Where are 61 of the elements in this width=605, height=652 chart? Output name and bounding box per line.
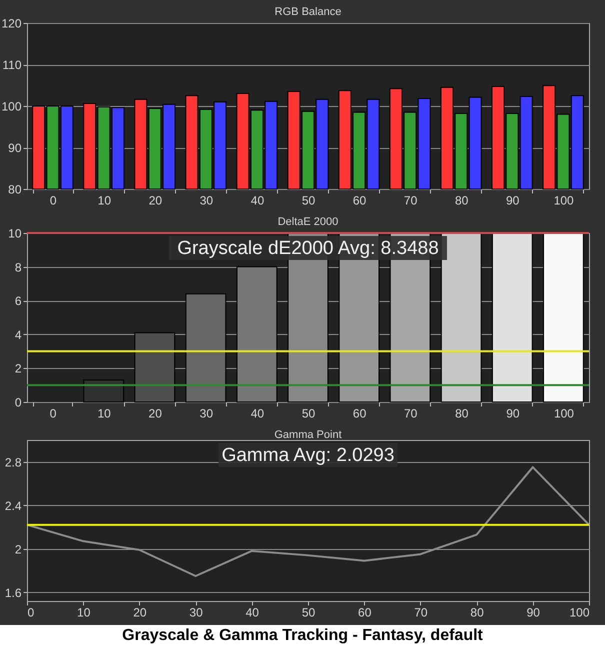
- x-tick-label: 100: [569, 606, 590, 620]
- x-tick-label: 60: [352, 194, 367, 208]
- y-tick-label: 90: [8, 141, 22, 155]
- x-tick-label: 90: [506, 406, 520, 420]
- text: Grayscale & Gamma Tracking - Fantasy, default: [122, 627, 484, 644]
- y-tick-label: 120: [1, 16, 22, 30]
- x-tick-label: 80: [454, 194, 469, 208]
- chart-title: Gamma Point: [274, 429, 342, 441]
- x-tick-label: 10: [77, 606, 91, 620]
- x-tick-label: 10: [98, 194, 112, 208]
- x-tick-label: 30: [200, 194, 214, 208]
- bar: [440, 232, 482, 402]
- y-tick-label: 2.4: [4, 498, 22, 513]
- x-tick-label: 70: [414, 606, 428, 620]
- y-tick-label: 2.8: [4, 455, 22, 470]
- x-tick-label: 50: [302, 406, 316, 420]
- y-tick-label: 1.6: [4, 586, 22, 600]
- line-series: [26, 466, 590, 577]
- x-tick-label: 20: [148, 194, 162, 208]
- x-tick-label: 50: [302, 606, 316, 620]
- x-tick-label: 10: [97, 406, 112, 420]
- x-tick-label: 40: [250, 406, 264, 420]
- x-tick-label: 100: [554, 406, 574, 420]
- x-tick-label: 80: [455, 406, 469, 420]
- x-tick-label: 60: [358, 606, 372, 620]
- x-tick-label: 20: [148, 406, 162, 420]
- y-tick-label: 80: [8, 182, 22, 196]
- y-tick-label: 100: [1, 100, 22, 114]
- x-tick-label: 50: [302, 194, 316, 208]
- x-tick-label: 90: [526, 606, 540, 620]
- y-tick-label: 6: [14, 294, 22, 308]
- chart-title: DeltaE 2000: [278, 216, 338, 228]
- x-tick-label: 30: [200, 406, 214, 420]
- y-tick-label: 0: [14, 396, 22, 410]
- annotation: Gamma Avg: 2.0293: [222, 445, 394, 466]
- annotation: Grayscale dE2000 Avg: 8.3488: [177, 238, 439, 259]
- y-tick-label: 10: [8, 226, 22, 240]
- x-tick-label: 100: [554, 194, 574, 208]
- bar: [185, 293, 226, 402]
- x-tick-label: 80: [470, 606, 484, 620]
- x-tick-label: 40: [250, 194, 264, 208]
- x-tick-label: 0: [50, 194, 57, 208]
- chart-title: RGB Balance: [274, 6, 342, 18]
- bar: [236, 266, 278, 402]
- y-tick-label: 8: [14, 260, 22, 274]
- x-tick-label: 30: [189, 606, 204, 620]
- x-tick-label: 0: [50, 406, 57, 420]
- y-tick-label: 2: [14, 542, 22, 556]
- bar: [543, 232, 584, 402]
- x-tick-label: 40: [246, 606, 260, 620]
- x-tick-label: 20: [133, 606, 147, 620]
- x-tick-label: 90: [506, 194, 520, 208]
- x-tick-label: 70: [404, 194, 418, 208]
- y-tick-label: 110: [2, 58, 22, 72]
- x-tick-label: 60: [352, 406, 367, 420]
- y-tick-label: 4: [14, 328, 22, 342]
- bar: [492, 232, 533, 402]
- y-tick-label: 2: [14, 362, 22, 376]
- bar: [134, 332, 176, 402]
- x-tick-label: 70: [404, 406, 418, 420]
- x-tick-label: 0: [28, 606, 34, 620]
